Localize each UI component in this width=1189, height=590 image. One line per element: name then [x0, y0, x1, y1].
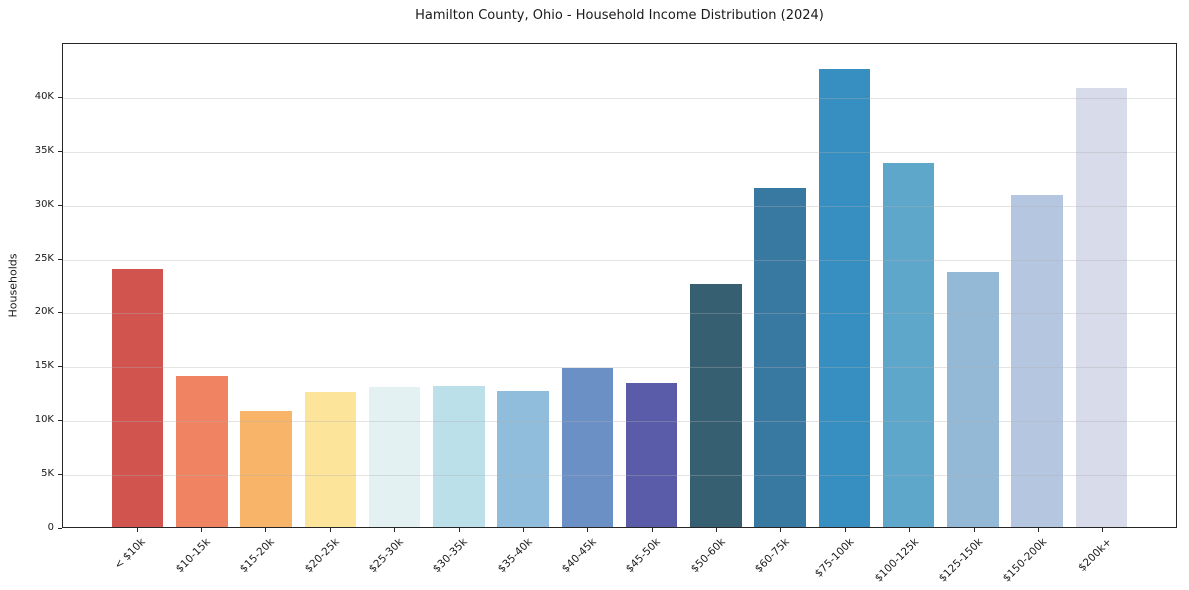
x-tick-label-0: < $10k	[112, 536, 149, 572]
x-tick-label-9: $50-60k	[688, 536, 728, 576]
x-tick-mark	[844, 528, 846, 532]
bar-7	[561, 368, 614, 527]
y-tick-mark	[58, 258, 62, 260]
gridline-20K	[63, 313, 1176, 315]
x-tick-label-4: $25-30k	[366, 536, 406, 576]
x-tick-label-1: $10-15k	[173, 536, 213, 576]
y-tick-label-20K: 20K	[34, 306, 54, 318]
bar-4	[368, 387, 421, 527]
x-tick-mark	[265, 528, 267, 532]
x-tick-mark	[458, 528, 460, 532]
x-tick-mark	[1102, 528, 1104, 532]
y-tick-label-10K: 10K	[34, 414, 54, 426]
y-tick-label-40K: 40K	[34, 90, 54, 102]
bar-14	[1011, 195, 1063, 527]
x-tick-mark	[973, 528, 975, 532]
x-tick-mark	[329, 528, 331, 532]
x-tick-label-11: $75-100k	[812, 536, 857, 580]
plot-area	[62, 43, 1177, 528]
y-tick-mark	[58, 150, 62, 152]
bar-2	[240, 411, 292, 527]
bar-8	[625, 383, 678, 527]
bar-6	[497, 390, 549, 527]
x-tick-label-12: $100-125k	[872, 536, 921, 585]
y-tick-label-15K: 15K	[34, 360, 54, 372]
bars-layer	[63, 44, 1176, 527]
y-tick-label-35K: 35K	[34, 144, 54, 156]
gridline-25K	[63, 259, 1176, 261]
x-tick-label-14: $150-200k	[1000, 536, 1050, 585]
x-tick-mark	[522, 528, 524, 532]
bar-15	[1075, 88, 1128, 527]
x-tick-mark	[651, 528, 653, 532]
x-tick-label-2: $15-20k	[237, 536, 277, 576]
bar-9	[690, 284, 742, 527]
bar-1	[176, 375, 228, 527]
x-tick-label-13: $125-150k	[936, 536, 986, 585]
x-tick-label-7: $40-45k	[559, 536, 599, 576]
x-tick-label-10: $60-75k	[752, 536, 792, 576]
x-tick-label-6: $35-40k	[495, 536, 535, 576]
y-tick-label-0: 0	[47, 522, 54, 533]
bar-5	[433, 386, 485, 527]
gridline-5K	[63, 475, 1176, 477]
y-tick-label-25K: 25K	[34, 252, 54, 264]
gridline-15K	[63, 367, 1176, 369]
x-tick-mark	[394, 528, 396, 532]
chart-title: Hamilton County, Ohio - Household Income…	[415, 8, 824, 23]
x-tick-label-15: $200k+	[1075, 536, 1114, 574]
y-tick-mark	[58, 96, 62, 98]
x-tick-mark	[909, 528, 911, 532]
x-tick-label-3: $20-25k	[302, 536, 342, 576]
x-tick-label-8: $45-50k	[624, 536, 664, 576]
x-tick-label-5: $30-35k	[430, 536, 471, 576]
y-axis-label-wrap: Households	[0, 43, 26, 528]
x-tick-mark	[587, 528, 589, 532]
y-tick-mark	[58, 528, 62, 529]
y-tick-mark	[58, 366, 62, 368]
y-tick-mark	[58, 204, 62, 206]
gridline-40K	[63, 97, 1176, 99]
y-tick-mark	[58, 420, 62, 422]
y-tick-label-5K: 5K	[41, 468, 54, 480]
x-tick-mark	[716, 528, 718, 532]
x-tick-mark	[1037, 528, 1039, 532]
bar-10	[754, 187, 806, 527]
y-tick-label-30K: 30K	[34, 198, 54, 210]
x-tick-mark	[201, 528, 203, 532]
x-tick-mark	[780, 528, 782, 532]
bar-3	[304, 391, 357, 527]
bar-13	[947, 271, 999, 527]
x-tick-mark	[136, 528, 138, 532]
gridline-10K	[63, 421, 1176, 423]
gridline-35K	[63, 151, 1176, 153]
y-tick-mark	[58, 474, 62, 476]
gridline-30K	[63, 205, 1176, 207]
bar-11	[818, 68, 871, 527]
bar-12	[882, 163, 935, 527]
y-tick-mark	[58, 312, 62, 314]
bar-0	[111, 269, 164, 527]
